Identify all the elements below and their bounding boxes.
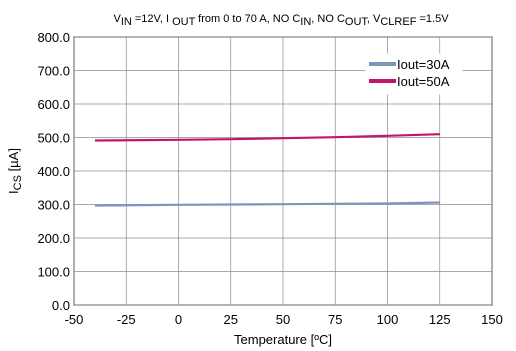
y-tick-label: 800.0 bbox=[37, 30, 70, 45]
legend-box bbox=[365, 53, 463, 95]
series-line-iout-30a bbox=[94, 201, 440, 207]
series-lines bbox=[94, 133, 440, 207]
chart-title: VIN =12V, I OUT from 0 to 70 A, NO CIN, … bbox=[113, 13, 449, 28]
x-axis-ticks: -50 -25 0 25 50 75 100 125 150 bbox=[65, 312, 503, 327]
x-axis-label: Temperature [ºC] bbox=[234, 332, 332, 347]
y-tick-label: 300.0 bbox=[37, 198, 70, 213]
grid bbox=[73, 36, 493, 306]
y-axis-label: ICS [µA] bbox=[6, 148, 24, 194]
x-tick-label: -25 bbox=[117, 312, 136, 327]
x-tick-label: 0 bbox=[175, 312, 182, 327]
y-tick-label: 500.0 bbox=[37, 131, 70, 146]
y-tick-label: 100.0 bbox=[37, 265, 70, 280]
legend-entry-label: Iout=50A bbox=[397, 74, 450, 89]
x-tick-label: 75 bbox=[328, 312, 342, 327]
x-tick-label: 100 bbox=[377, 312, 399, 327]
legend: Iout=30A Iout=50A bbox=[365, 53, 463, 95]
y-tick-label: 700.0 bbox=[37, 64, 70, 79]
y-tick-label: 600.0 bbox=[37, 97, 70, 112]
y-axis-ticks: 0.0 100.0 200.0 300.0 400.0 500.0 600.0 700.0 80… bbox=[37, 30, 70, 313]
x-tick-label: 25 bbox=[224, 312, 238, 327]
y-tick-label: 400.0 bbox=[37, 164, 70, 179]
y-tick-label: 0.0 bbox=[52, 298, 70, 313]
x-tick-label: -50 bbox=[65, 312, 84, 327]
x-tick-label: 50 bbox=[276, 312, 290, 327]
series-line-iout-50a bbox=[94, 133, 440, 142]
x-tick-label: 150 bbox=[481, 312, 503, 327]
y-tick-label: 200.0 bbox=[37, 231, 70, 246]
x-tick-label: 125 bbox=[429, 312, 451, 327]
legend-entry-label: Iout=30A bbox=[397, 57, 450, 72]
